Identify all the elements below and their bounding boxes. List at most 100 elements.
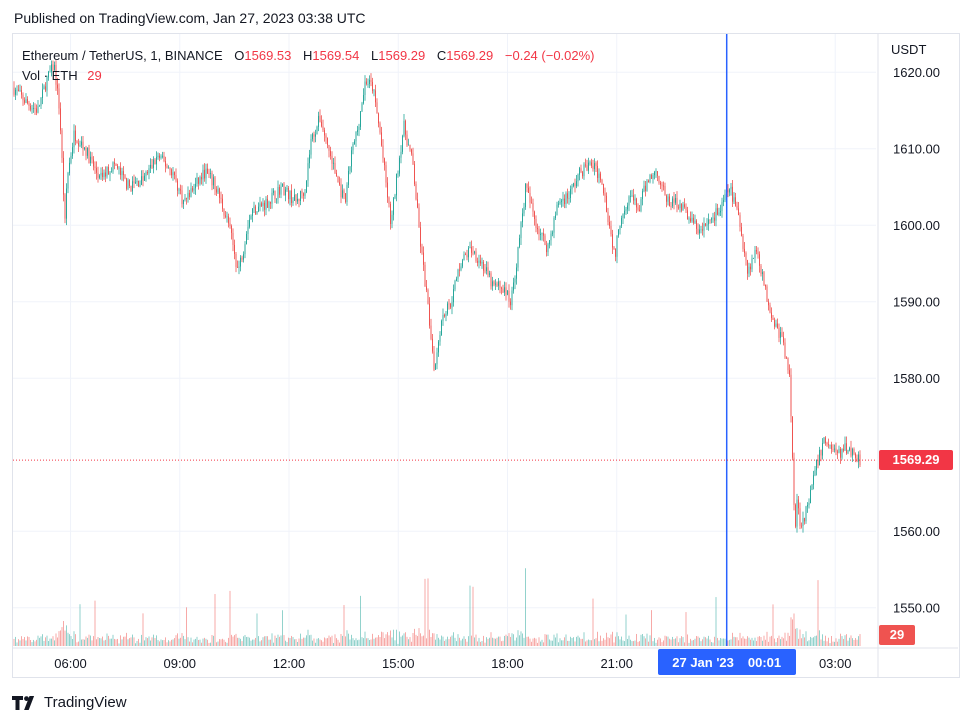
volume-bar [81, 639, 82, 646]
volume-bar [465, 638, 466, 646]
candle-body [108, 167, 109, 175]
volume-bar [64, 630, 66, 646]
candle-body [801, 525, 802, 527]
volume-label[interactable]: Vol · ETH [22, 68, 78, 83]
candle-body [652, 175, 654, 179]
volume-bar [273, 642, 274, 646]
volume-bar [352, 638, 354, 646]
candle-body [28, 103, 30, 107]
volume-bar [667, 636, 669, 646]
volume-bar [444, 640, 445, 646]
candle-body [472, 252, 474, 254]
candle-body [420, 227, 421, 247]
volume-bar [360, 595, 361, 646]
candle-body [571, 185, 573, 190]
candle-body [166, 166, 168, 168]
volume-bar [258, 636, 259, 646]
candle-body [274, 190, 276, 199]
volume-bar [384, 638, 385, 646]
y-tick-label: 1580.00 [893, 371, 940, 386]
candle-body [733, 197, 735, 202]
volume-bar [276, 637, 277, 646]
candle-body [52, 64, 54, 71]
volume-bar [592, 598, 594, 646]
volume-bar [244, 634, 246, 646]
candle-body [727, 189, 729, 193]
volume-bar [162, 640, 163, 646]
candle-body [46, 77, 48, 91]
candle-body [829, 444, 831, 446]
volume-bar [714, 636, 715, 646]
candle-body [795, 504, 796, 527]
candle-body [616, 235, 618, 257]
volume-bar [69, 634, 70, 646]
volume-bar [801, 638, 802, 646]
candle-body [805, 506, 807, 522]
y-tick-label: 1610.00 [893, 141, 940, 156]
candle-body [481, 261, 483, 264]
volume-bar [210, 642, 211, 646]
volume-bar [84, 639, 85, 646]
candle-body [399, 157, 400, 174]
volume-bar [675, 638, 676, 646]
volume-bar [484, 642, 486, 646]
footer-brand[interactable]: TradingView [12, 694, 127, 711]
candle-body [57, 84, 58, 89]
candle-body [612, 234, 613, 248]
candle-body [222, 198, 223, 209]
candle-body [234, 244, 235, 255]
candle-body [850, 447, 852, 456]
time-axis: 06:00 09:00 12:00 15:00 18:00 21:00 03:00 [13, 647, 958, 671]
volume-bar [181, 633, 183, 646]
candle-body [591, 162, 592, 166]
candle-body [688, 218, 690, 220]
volume-bar [616, 632, 618, 646]
volume-bar [174, 638, 175, 646]
volume-bar [759, 636, 760, 646]
candle-body [730, 186, 732, 190]
volume-bar [429, 629, 430, 646]
candle-body [762, 272, 763, 275]
volume-bar [547, 634, 549, 646]
candle-body [49, 71, 51, 73]
candle-body [606, 195, 607, 212]
candle-body [432, 338, 433, 352]
volume-bar [61, 627, 63, 646]
volume-bar [114, 638, 115, 646]
candle-body [601, 179, 603, 184]
volume-bar [763, 635, 765, 646]
candle-body [813, 475, 814, 485]
volume-bar [556, 633, 558, 646]
volume-bar [94, 600, 96, 646]
candle-body [307, 163, 309, 181]
candle-body [640, 199, 642, 211]
volume-bar [327, 638, 328, 646]
candle-body [480, 260, 481, 264]
candle-body [412, 153, 414, 165]
candle-body [759, 254, 760, 266]
volume-bar [481, 641, 483, 646]
candle-body [826, 443, 828, 445]
candle-body [81, 141, 82, 146]
candle-body [711, 218, 712, 220]
symbol-title[interactable]: Ethereum / TetherUS, 1, BINANCE [22, 48, 223, 63]
candle-body [255, 206, 256, 214]
volume-bar [717, 637, 718, 646]
volume-bar [517, 630, 519, 646]
volume-bar [835, 638, 837, 646]
crosshair-date: 27 Jan '23 [672, 654, 734, 670]
candle-body [466, 254, 468, 258]
volume-bar [171, 639, 172, 646]
volume-bar [636, 633, 637, 646]
candle-body [210, 172, 211, 174]
candle-body [181, 190, 183, 205]
candle-body [439, 335, 441, 342]
candle-body [670, 205, 672, 207]
volume-bar [618, 636, 619, 646]
volume-bar [648, 641, 649, 646]
volume-bar [640, 634, 642, 646]
volume-bar [550, 640, 552, 646]
candle-body [594, 163, 595, 170]
volume-bar [766, 631, 768, 646]
